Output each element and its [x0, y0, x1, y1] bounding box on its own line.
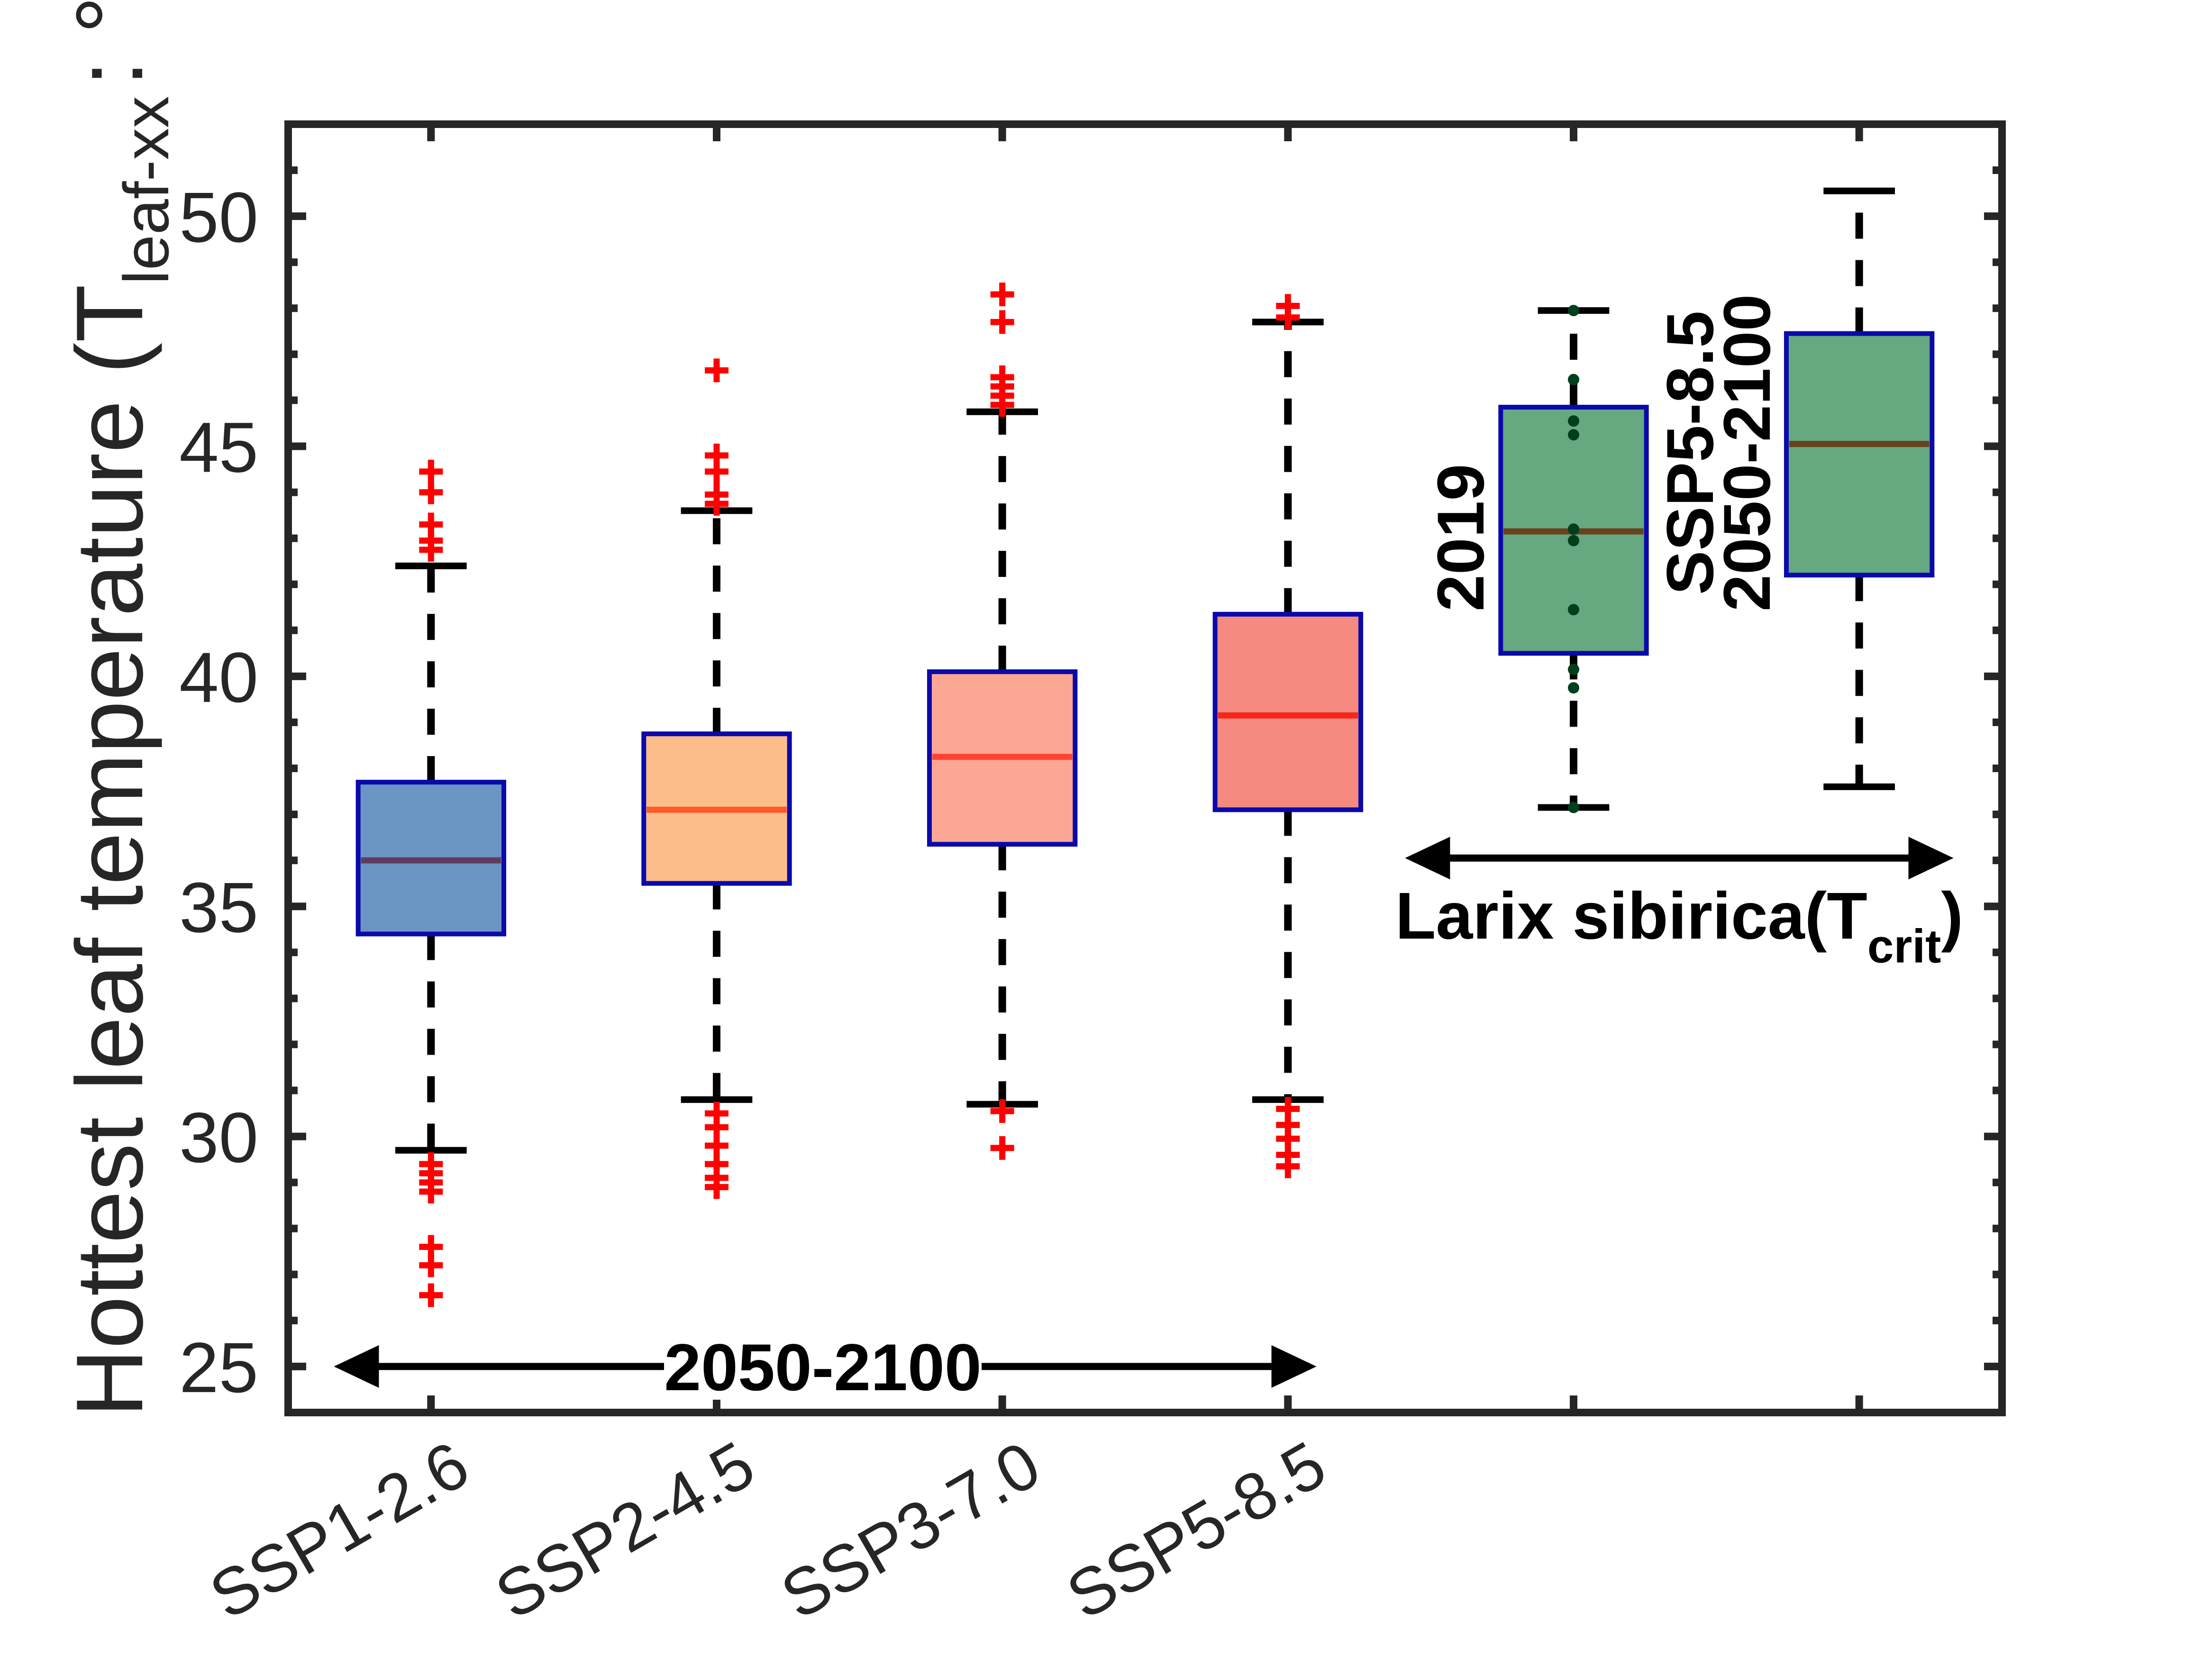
larix-label-subscript: crit — [1867, 920, 1941, 973]
data-point — [1568, 523, 1579, 535]
y-axis-label-prefix: Hottest leaf temperature (T — [57, 284, 163, 1417]
period-arrow — [334, 1333, 1317, 1400]
data-point — [1568, 429, 1579, 441]
period-arrow-left-head — [334, 1345, 379, 1388]
box-group-1 — [355, 459, 507, 1307]
larix-arrow-left-head — [1405, 837, 1450, 880]
outlier-marker — [990, 393, 1014, 417]
outlier-marker — [419, 480, 443, 504]
larix-label-prefix: Larix sibirica(T — [1395, 878, 1867, 953]
y-tick-label: 40 — [179, 638, 258, 717]
y-axis-label-subscript: leaf-xx — [110, 96, 182, 285]
outlier-marker — [705, 358, 728, 383]
data-point — [1568, 415, 1579, 427]
y-axis-label-suffix: : °C) — [57, 0, 163, 87]
box-iqr — [1212, 611, 1364, 812]
outlier-marker — [1276, 305, 1300, 329]
y-tick-label: 50 — [179, 177, 258, 257]
outlier-marker — [705, 1175, 728, 1199]
box6-label-line1: SSP5-8.5 — [1653, 311, 1727, 595]
outlier-marker — [990, 283, 1014, 307]
outlier-marker — [419, 1283, 443, 1307]
box-group-3 — [927, 283, 1078, 1160]
y-tick-label: 25 — [179, 1328, 258, 1407]
larix-arrow — [1405, 837, 1954, 880]
outlier-marker — [990, 1099, 1014, 1123]
outlier-marker — [419, 1180, 443, 1204]
y-tick-label: 45 — [179, 408, 258, 487]
data-point — [1568, 682, 1579, 694]
period-arrow-label: 2050-2100 — [664, 1330, 982, 1404]
larix-arrow-right-head — [1908, 837, 1954, 880]
y-axis-label: Hottest leaf temperature (Tleaf-xx : °C) — [57, 0, 182, 1417]
data-point — [1568, 802, 1579, 813]
data-point — [1568, 305, 1579, 317]
period-arrow-right-head — [1271, 1345, 1317, 1388]
data-point — [1568, 374, 1579, 385]
outlier-marker — [705, 459, 728, 483]
outlier-marker — [1276, 1154, 1300, 1178]
outlier-marker — [419, 1253, 443, 1277]
box5-label: 2019 — [1423, 464, 1498, 611]
box-iqr — [1784, 331, 1935, 578]
y-tick-label: 35 — [179, 867, 258, 947]
outlier-marker — [990, 310, 1014, 334]
larix-label-suffix: ) — [1941, 878, 1963, 953]
box6-label-line2: 2050-2100 — [1710, 294, 1784, 611]
box-group-5 — [1498, 305, 1649, 813]
box-group-6 — [1784, 187, 1935, 790]
data-point — [1568, 664, 1579, 675]
outlier-marker — [705, 492, 728, 516]
outlier-marker — [419, 459, 443, 483]
period-label-backing — [664, 1333, 982, 1400]
data-point — [1568, 604, 1579, 616]
plot-area — [355, 187, 1935, 1307]
y-axis-ticks: 25 30 35 40 45 50 — [179, 120, 2002, 1416]
box-group-2 — [641, 358, 792, 1199]
outlier-marker — [990, 1136, 1014, 1160]
larix-arrow-label: Larix sibirica(Tcrit) — [1395, 878, 1963, 973]
y-tick-label: 30 — [179, 1098, 258, 1177]
data-point — [1568, 535, 1579, 547]
outlier-marker — [419, 538, 443, 562]
box-group-4 — [1212, 294, 1364, 1178]
